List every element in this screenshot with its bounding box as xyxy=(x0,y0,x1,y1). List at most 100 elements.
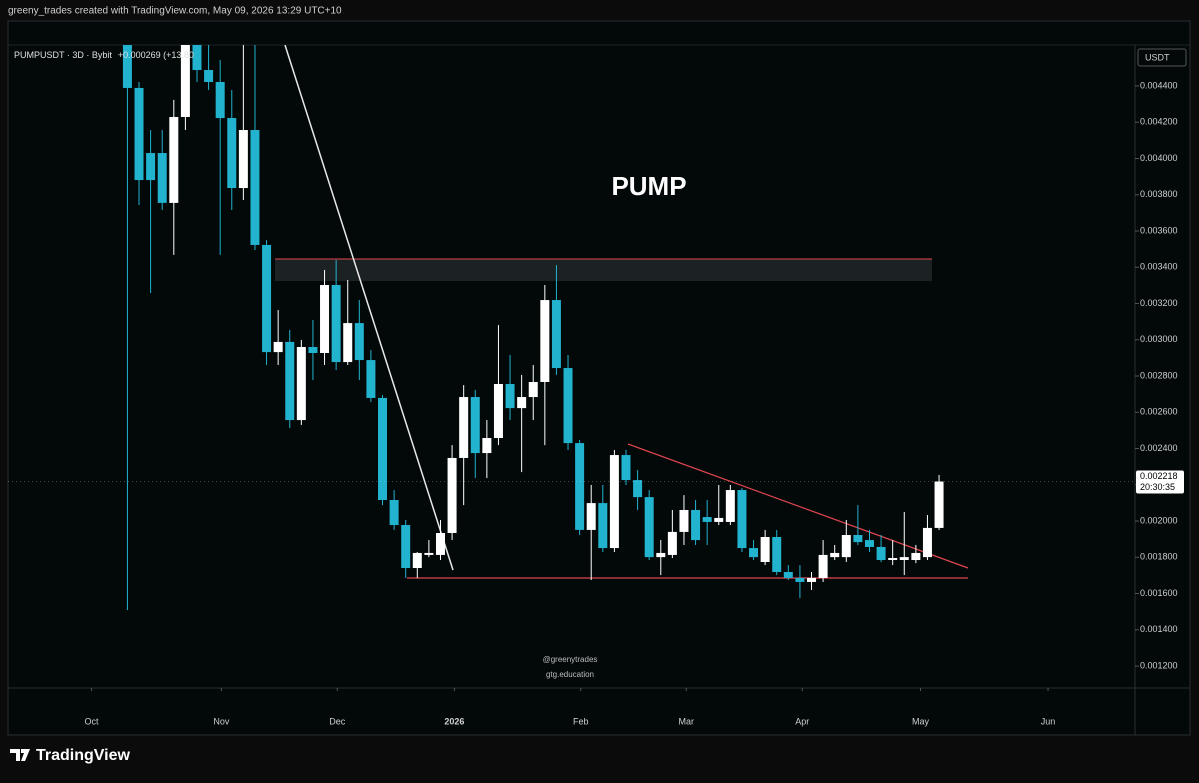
y-tick-label: 0.004200 xyxy=(1140,117,1178,127)
candle-body xyxy=(818,554,828,578)
x-tick-label: Nov xyxy=(213,716,230,726)
y-tick-label: 0.002600 xyxy=(1140,407,1178,417)
candle-body xyxy=(749,548,759,558)
candle-body xyxy=(934,481,944,528)
candle-body xyxy=(308,347,318,353)
y-tick-label: 0.004400 xyxy=(1140,80,1178,90)
candle-body xyxy=(807,577,817,582)
candle-body xyxy=(424,552,434,555)
watermark: gtg.education xyxy=(546,670,594,679)
candle-body xyxy=(493,383,503,439)
legend-symbol: PUMPUSDT · 3D · Bybit xyxy=(14,50,112,60)
candle-body xyxy=(447,457,457,534)
y-tick-label: 0.003000 xyxy=(1140,334,1178,344)
candle-body xyxy=(702,517,712,522)
currency-box[interactable] xyxy=(1137,48,1187,67)
candle-body xyxy=(157,153,167,203)
candle-body xyxy=(725,490,735,522)
downtrend-line xyxy=(284,45,454,571)
candle-body xyxy=(899,557,909,561)
y-tick-label: 0.003200 xyxy=(1140,298,1178,308)
candle-body xyxy=(122,45,132,88)
candle-body xyxy=(505,383,515,409)
candle-body xyxy=(204,70,214,82)
candle-body xyxy=(320,285,330,353)
annotation-title: PUMP xyxy=(611,171,686,201)
candle-body xyxy=(714,517,724,522)
candle-body xyxy=(609,455,619,549)
caption: greeny_trades created with TradingView.c… xyxy=(8,6,342,17)
candle-body xyxy=(563,368,573,444)
candle-body xyxy=(146,153,156,181)
last-price: 0.002218 xyxy=(1140,471,1178,481)
candle-body xyxy=(575,443,585,530)
y-tick-label: 0.001600 xyxy=(1140,588,1178,598)
x-tick-label: Feb xyxy=(573,716,589,726)
candle-body xyxy=(760,536,770,563)
chart-panel xyxy=(7,20,1191,736)
candle-body xyxy=(180,45,190,117)
x-tick-label: Jun xyxy=(1041,716,1056,726)
y-tick-label: 0.001200 xyxy=(1140,660,1178,670)
watermark: @greenytrades xyxy=(543,655,598,664)
y-tick-label: 0.002800 xyxy=(1140,370,1178,380)
candle-body xyxy=(435,533,445,555)
candle-body xyxy=(586,503,596,530)
candle-body xyxy=(378,397,388,501)
candle-body xyxy=(876,546,886,561)
candle-body xyxy=(192,45,202,71)
y-tick-label: 0.001400 xyxy=(1140,624,1178,634)
candle-body xyxy=(285,341,295,421)
y-tick-label: 0.004000 xyxy=(1140,153,1178,163)
candle-body xyxy=(783,571,793,578)
plot-area xyxy=(122,45,969,611)
candle-body xyxy=(215,81,225,119)
candle-body xyxy=(922,527,932,558)
candle-body xyxy=(540,300,550,382)
candle-body xyxy=(679,509,689,532)
y-tick-label: 0.001800 xyxy=(1140,552,1178,562)
candle-body xyxy=(273,341,283,353)
candle-body xyxy=(864,540,874,547)
candle-body xyxy=(841,534,851,558)
y-tick-label: 0.003800 xyxy=(1140,189,1178,199)
descending-trendline xyxy=(627,443,969,569)
candle-body xyxy=(633,480,643,498)
candle-body xyxy=(517,397,527,409)
candle-body xyxy=(830,552,840,558)
candle-body xyxy=(331,285,341,363)
y-tick-label: 0.002400 xyxy=(1140,443,1178,453)
candle-body xyxy=(644,497,654,558)
y-tick-label: 0.003600 xyxy=(1140,225,1178,235)
brand-logo: TradingView xyxy=(10,747,131,764)
brand: TradingView xyxy=(36,747,131,764)
candle-body xyxy=(343,323,353,363)
logo-mark xyxy=(10,749,30,761)
candle-body xyxy=(354,323,364,361)
x-tick-label: 2026 xyxy=(444,716,464,726)
candle-body xyxy=(795,577,805,582)
candle-body xyxy=(412,552,422,568)
candle-body xyxy=(227,118,237,189)
candle-body xyxy=(772,536,782,572)
candle-body xyxy=(691,509,701,541)
y-tick-label: 0.002000 xyxy=(1140,515,1178,525)
x-tick-label: Oct xyxy=(84,716,99,726)
candle-body xyxy=(169,116,179,203)
candle-body xyxy=(621,455,631,481)
x-tick-label: Mar xyxy=(679,716,695,726)
candle-body xyxy=(366,360,376,398)
countdown: 20:30:35 xyxy=(1140,482,1175,492)
resistance-zone xyxy=(275,259,932,281)
candle-body xyxy=(262,244,272,353)
candle-body xyxy=(401,525,411,568)
candle-body xyxy=(598,503,608,549)
candle-body xyxy=(238,130,248,189)
currency[interactable]: USDT xyxy=(1145,52,1170,62)
candle-body xyxy=(656,552,666,558)
x-tick-label: May xyxy=(912,716,930,726)
candle-body xyxy=(134,87,144,181)
legend-change: +0.000269 (+13.80 xyxy=(118,50,194,60)
x-tick-label: Apr xyxy=(795,716,809,726)
